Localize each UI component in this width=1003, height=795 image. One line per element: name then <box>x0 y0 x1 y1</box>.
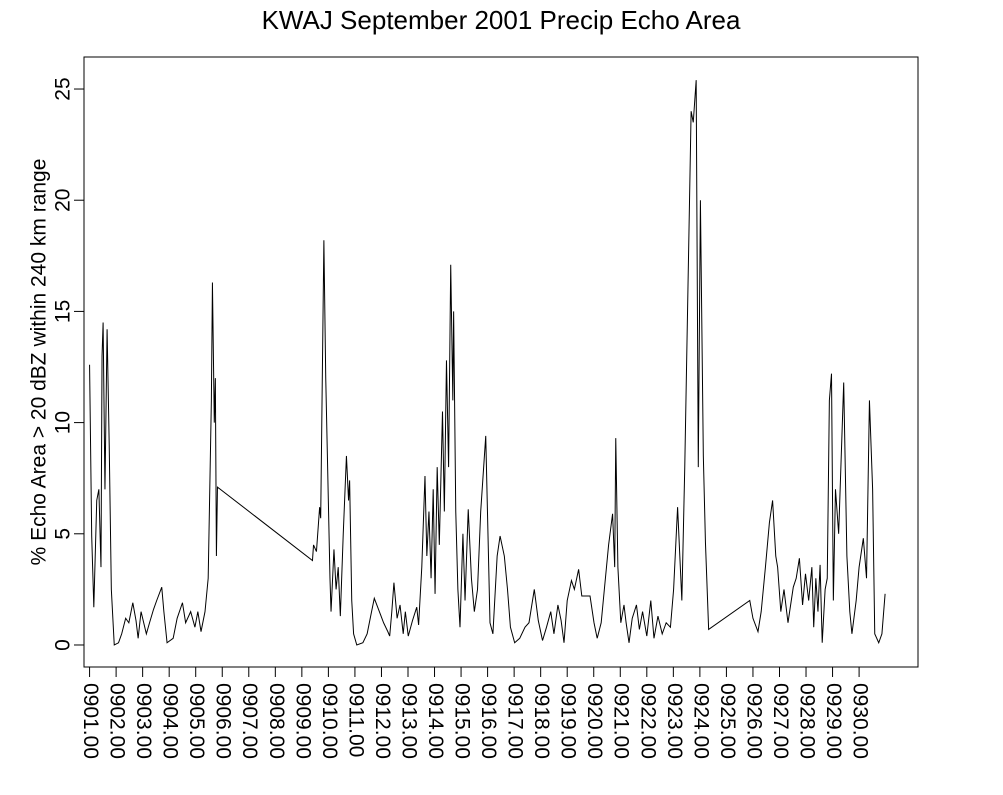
x-tick-label: 0902.00 <box>106 683 129 759</box>
x-tick-label: 0925.00 <box>716 683 739 759</box>
x-tick-label: 0908.00 <box>265 683 288 759</box>
x-tick-label: 0911.00 <box>344 683 367 757</box>
x-tick-label: 0910.00 <box>318 683 341 759</box>
x-tick-label: 0916.00 <box>477 683 500 759</box>
x-tick-label: 0923.00 <box>663 683 686 759</box>
x-tick-label: 0906.00 <box>212 683 235 759</box>
y-tick-label: 15 <box>52 300 75 323</box>
x-tick-label: 0912.00 <box>371 683 394 759</box>
x-tick-label: 0928.00 <box>795 683 818 759</box>
data-line <box>89 80 886 646</box>
x-tick-label: 0904.00 <box>159 683 182 759</box>
chart-title: KWAJ September 2001 Precip Echo Area <box>262 5 741 35</box>
x-tick-label: 0915.00 <box>451 683 474 759</box>
x-tick-label: 0918.00 <box>530 683 553 759</box>
x-tick-label: 0913.00 <box>397 683 420 759</box>
y-tick-label: 25 <box>52 77 75 100</box>
x-tick-label: 0909.00 <box>291 683 314 759</box>
y-tick-label: 10 <box>52 411 75 434</box>
x-tick-label: 0901.00 <box>79 683 102 759</box>
x-tick-label: 0905.00 <box>185 683 208 759</box>
x-tick-label: 0929.00 <box>822 683 845 759</box>
x-tick-label: 0907.00 <box>238 683 261 759</box>
x-tick-label: 0927.00 <box>769 683 792 759</box>
x-tick-label: 0914.00 <box>424 683 447 759</box>
x-tick-label: 0903.00 <box>132 683 155 759</box>
x-tick-label: 0922.00 <box>636 683 659 759</box>
y-tick-label: 5 <box>52 528 75 540</box>
y-tick-label: 0 <box>52 639 75 651</box>
x-tick-label: 0921.00 <box>610 683 633 759</box>
x-tick-label: 0917.00 <box>504 683 527 759</box>
plot-frame <box>83 56 919 668</box>
x-tick-label: 0924.00 <box>689 683 712 759</box>
x-tick-label: 0919.00 <box>557 683 580 759</box>
y-tick-label: 20 <box>52 189 75 212</box>
x-tick-label: 0920.00 <box>583 683 606 759</box>
x-tick-label: 0926.00 <box>742 683 765 759</box>
y-axis-label: % Echo Area > 20 dBZ within 240 km range <box>28 159 51 566</box>
x-tick-label: 0930.00 <box>849 683 872 759</box>
